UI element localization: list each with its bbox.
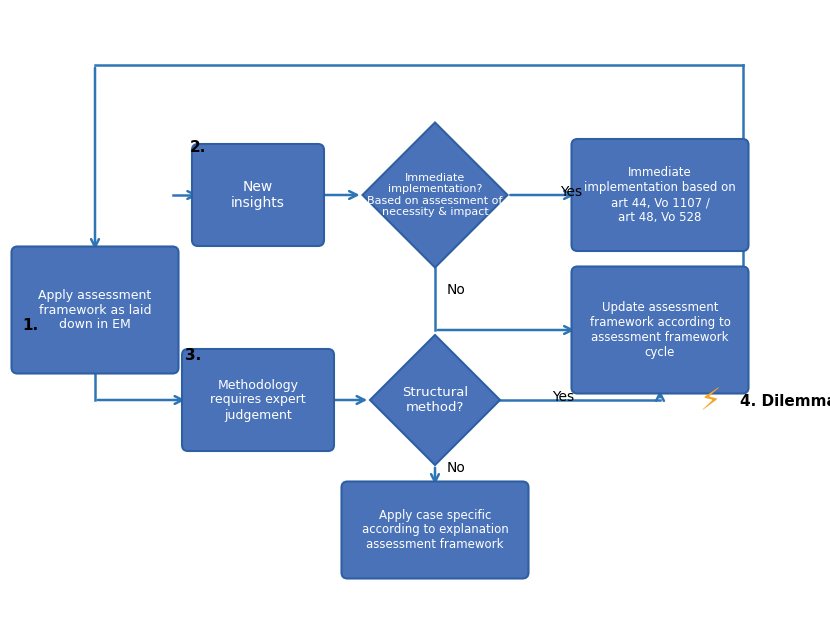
Text: 1.: 1. xyxy=(22,318,38,333)
Text: Immediate
implementation based on
art 44, Vo 1107 /
art 48, Vo 528: Immediate implementation based on art 44… xyxy=(584,166,736,224)
FancyBboxPatch shape xyxy=(572,139,749,251)
FancyBboxPatch shape xyxy=(12,247,178,374)
Text: No: No xyxy=(447,461,466,475)
Text: Yes: Yes xyxy=(552,390,574,404)
Text: New
insights: New insights xyxy=(231,180,285,210)
Text: Apply case specific
according to explanation
assessment framework: Apply case specific according to explana… xyxy=(362,508,508,551)
Text: Methodology
requires expert
judgement: Methodology requires expert judgement xyxy=(210,379,305,422)
FancyBboxPatch shape xyxy=(341,482,529,579)
FancyBboxPatch shape xyxy=(192,144,324,246)
Text: No: No xyxy=(447,283,466,297)
Text: ⚡: ⚡ xyxy=(700,388,720,417)
Text: 3.: 3. xyxy=(185,348,201,363)
Polygon shape xyxy=(363,123,507,267)
FancyBboxPatch shape xyxy=(572,267,749,394)
Text: Yes: Yes xyxy=(560,185,582,199)
Text: Update assessment
framework according to
assessment framework
cycle: Update assessment framework according to… xyxy=(589,301,730,359)
Text: 4. Dilemma: 4. Dilemma xyxy=(740,394,830,409)
Text: Apply assessment
framework as laid
down in EM: Apply assessment framework as laid down … xyxy=(38,288,152,331)
Text: Structural
method?: Structural method? xyxy=(402,386,468,414)
Text: Immediate
implementation?
Based on assessment of
necessity & impact: Immediate implementation? Based on asses… xyxy=(368,173,503,217)
FancyBboxPatch shape xyxy=(182,349,334,451)
Polygon shape xyxy=(370,335,500,465)
Text: 2.: 2. xyxy=(190,141,207,156)
